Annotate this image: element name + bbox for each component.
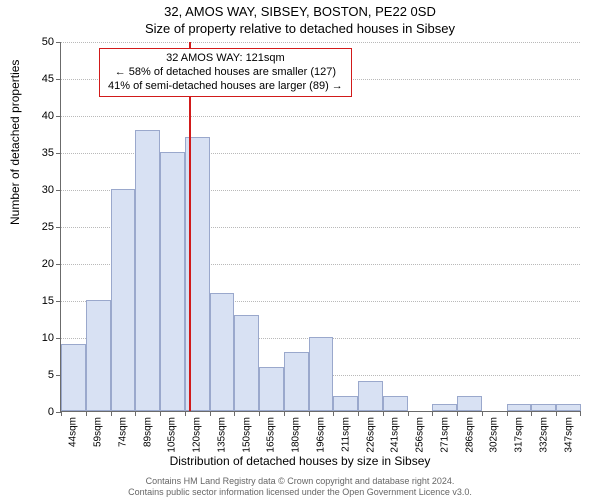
xtick-mark bbox=[482, 411, 483, 416]
ytick-mark bbox=[56, 227, 61, 228]
xtick-label: 241sqm bbox=[390, 417, 401, 453]
ytick-mark bbox=[56, 116, 61, 117]
xtick-label: 196sqm bbox=[316, 417, 327, 453]
xtick-mark bbox=[556, 411, 557, 416]
annotation-line: 41% of semi-detached houses are larger (… bbox=[108, 80, 343, 94]
xtick-label: 271sqm bbox=[439, 417, 450, 453]
histogram-bar bbox=[309, 337, 334, 411]
xtick-mark bbox=[259, 411, 260, 416]
xtick-label: 286sqm bbox=[464, 417, 475, 453]
histogram-bar bbox=[507, 404, 532, 411]
xtick-label: 89sqm bbox=[142, 417, 153, 447]
xtick-label: 44sqm bbox=[68, 417, 79, 447]
plot-area: 44sqm59sqm74sqm89sqm105sqm120sqm135sqm15… bbox=[60, 42, 580, 412]
histogram-bar bbox=[531, 404, 556, 411]
x-axis-label: Distribution of detached houses by size … bbox=[0, 454, 600, 468]
histogram-bar bbox=[333, 396, 358, 411]
xtick-mark bbox=[358, 411, 359, 416]
histogram-bar bbox=[432, 404, 457, 411]
ytick-label: 45 bbox=[24, 73, 54, 85]
xtick-mark bbox=[284, 411, 285, 416]
footer-line-1: Contains HM Land Registry data © Crown c… bbox=[0, 476, 600, 487]
annotation-line: 32 AMOS WAY: 121sqm bbox=[108, 52, 343, 66]
xtick-mark bbox=[185, 411, 186, 416]
annotation-box: 32 AMOS WAY: 121sqm← 58% of detached hou… bbox=[99, 48, 352, 97]
xtick-label: 256sqm bbox=[415, 417, 426, 453]
footer-attribution: Contains HM Land Registry data © Crown c… bbox=[0, 476, 600, 498]
histogram-bar bbox=[383, 396, 408, 411]
xtick-mark bbox=[432, 411, 433, 416]
ytick-label: 5 bbox=[24, 369, 54, 381]
ytick-mark bbox=[56, 42, 61, 43]
ytick-label: 15 bbox=[24, 295, 54, 307]
gridline bbox=[61, 42, 580, 43]
xtick-label: 150sqm bbox=[241, 417, 252, 453]
ytick-label: 10 bbox=[24, 332, 54, 344]
ytick-label: 30 bbox=[24, 184, 54, 196]
xtick-mark bbox=[457, 411, 458, 416]
xtick-label: 302sqm bbox=[489, 417, 500, 453]
ytick-mark bbox=[56, 264, 61, 265]
y-axis-label: Number of detached properties bbox=[8, 60, 22, 225]
histogram-bar bbox=[210, 293, 235, 411]
histogram-bar bbox=[61, 344, 86, 411]
histogram-bar bbox=[556, 404, 581, 411]
histogram-bar bbox=[358, 381, 383, 411]
xtick-mark bbox=[135, 411, 136, 416]
xtick-label: 135sqm bbox=[216, 417, 227, 453]
xtick-label: 120sqm bbox=[192, 417, 203, 453]
ytick-label: 50 bbox=[24, 36, 54, 48]
xtick-mark bbox=[111, 411, 112, 416]
xtick-label: 347sqm bbox=[563, 417, 574, 453]
xtick-label: 59sqm bbox=[93, 417, 104, 447]
xtick-mark bbox=[580, 411, 581, 416]
chart-title-main: 32, AMOS WAY, SIBSEY, BOSTON, PE22 0SD bbox=[0, 4, 600, 19]
xtick-mark bbox=[234, 411, 235, 416]
xtick-mark bbox=[86, 411, 87, 416]
xtick-label: 317sqm bbox=[514, 417, 525, 453]
reference-line bbox=[189, 42, 191, 411]
footer-line-2: Contains public sector information licen… bbox=[0, 487, 600, 498]
ytick-label: 35 bbox=[24, 147, 54, 159]
xtick-mark bbox=[210, 411, 211, 416]
histogram-bar bbox=[284, 352, 309, 411]
xtick-mark bbox=[408, 411, 409, 416]
ytick-mark bbox=[56, 301, 61, 302]
xtick-label: 165sqm bbox=[266, 417, 277, 453]
xtick-label: 226sqm bbox=[365, 417, 376, 453]
xtick-mark bbox=[333, 411, 334, 416]
histogram-bar bbox=[457, 396, 482, 411]
xtick-label: 105sqm bbox=[167, 417, 178, 453]
xtick-label: 74sqm bbox=[117, 417, 128, 447]
histogram-bar bbox=[259, 367, 284, 411]
ytick-mark bbox=[56, 190, 61, 191]
ytick-label: 0 bbox=[24, 406, 54, 418]
gridline bbox=[61, 116, 580, 117]
xtick-label: 332sqm bbox=[538, 417, 549, 453]
xtick-mark bbox=[160, 411, 161, 416]
ytick-label: 25 bbox=[24, 221, 54, 233]
ytick-label: 20 bbox=[24, 258, 54, 270]
histogram-bar bbox=[234, 315, 259, 411]
annotation-line: ← 58% of detached houses are smaller (12… bbox=[108, 66, 343, 80]
ytick-mark bbox=[56, 79, 61, 80]
ytick-mark bbox=[56, 338, 61, 339]
xtick-mark bbox=[507, 411, 508, 416]
chart-title-sub: Size of property relative to detached ho… bbox=[0, 21, 600, 36]
histogram-bar bbox=[86, 300, 111, 411]
xtick-mark bbox=[531, 411, 532, 416]
xtick-mark bbox=[383, 411, 384, 416]
ytick-label: 40 bbox=[24, 110, 54, 122]
histogram-bar bbox=[160, 152, 185, 411]
xtick-mark bbox=[61, 411, 62, 416]
xtick-label: 180sqm bbox=[291, 417, 302, 453]
xtick-label: 211sqm bbox=[340, 417, 351, 452]
xtick-mark bbox=[309, 411, 310, 416]
histogram-bar bbox=[135, 130, 160, 411]
ytick-mark bbox=[56, 153, 61, 154]
histogram-bar bbox=[111, 189, 136, 411]
chart-container: 32, AMOS WAY, SIBSEY, BOSTON, PE22 0SD S… bbox=[0, 0, 600, 500]
